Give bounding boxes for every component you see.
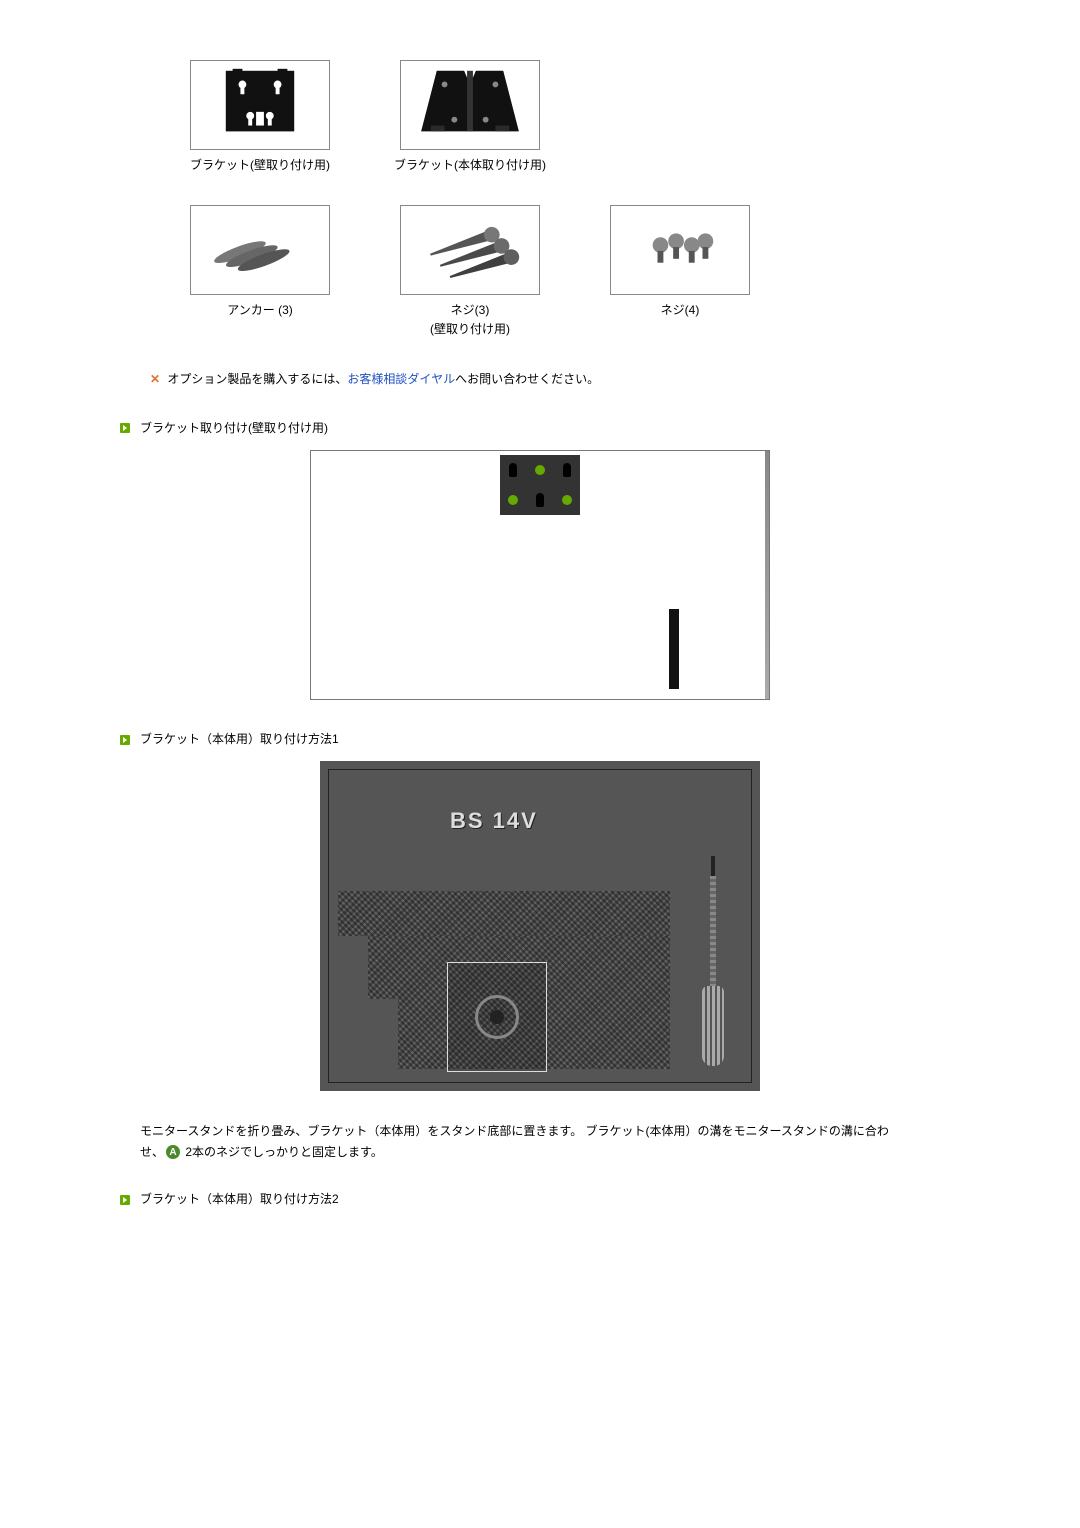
diagram1-wall-bracket [500,455,580,515]
diagram2-wrap: BS 14V [100,761,980,1091]
diagram2: BS 14V [320,761,760,1091]
option-note-link[interactable]: お客様相談ダイヤル [347,372,455,386]
part-screw-wall-caption: ネジ(3) (壁取り付け用) [370,301,570,339]
screw-body-icon [611,206,749,294]
slot-hole-icon [563,463,571,477]
stand-foot-cut [338,999,398,1069]
diagram1 [310,450,770,700]
screw-wall-icon [401,206,539,294]
diagram1-right-edge [765,451,769,699]
diagram1-wrap [100,450,980,700]
bullet-icon [120,1195,130,1205]
highlight-box [447,962,547,1072]
body-bracket-icon [401,61,539,149]
stand-notch [338,936,368,971]
part-screw-body: ネジ(4) [580,205,780,339]
option-note: ✕ オプション製品を購入するには、お客様相談ダイヤルへお問い合わせください。 [150,370,980,389]
section2-head: ブラケット（本体用）取り付け方法1 [120,730,980,749]
part-anchor-caption: アンカー (3) [160,301,360,320]
screwdriver-icon [701,856,725,1066]
section2-body-after: 2本のネジでしっかりと固定します。 [182,1145,383,1159]
anchor-icon [191,206,329,294]
slot-hole-icon [509,463,517,477]
green-dot-icon [562,495,572,505]
slot-hole-icon [536,493,544,507]
x-icon: ✕ [150,372,160,386]
section3-title: ブラケット（本体用）取り付け方法2 [140,1190,339,1209]
parts-grid: ブラケット(壁取り付け用) ブラケット(本体取り付け用) [160,60,980,340]
section2-title: ブラケット（本体用）取り付け方法1 [140,730,339,749]
screw-ring-icon [475,995,519,1039]
section2-body: モニタースタンドを折り畳み、ブラケット（本体用）をスタンド底部に置きます。 ブラ… [140,1121,900,1162]
part-screw-body-image [610,205,750,295]
section3-head: ブラケット（本体用）取り付け方法2 [120,1190,980,1209]
section1-title: ブラケット取り付け(壁取り付け用) [140,419,328,438]
diagram2-logo: BS 14V [450,803,538,838]
part-screw-wall: ネジ(3) (壁取り付け用) [370,205,570,339]
bullet-icon [120,735,130,745]
inline-badge-a: A [166,1145,180,1159]
part-screw-wall-image [400,205,540,295]
option-note-suffix: へお問い合わせください。 [455,372,599,386]
bullet-icon [120,423,130,433]
green-dot-icon [508,495,518,505]
part-wall-bracket-image [190,60,330,150]
part-screw-body-caption: ネジ(4) [580,301,780,320]
part-body-bracket-image [400,60,540,150]
section1-head: ブラケット取り付け(壁取り付け用) [120,419,980,438]
part-body-bracket: ブラケット(本体取り付け用) [370,60,570,175]
option-note-prefix: オプション製品を購入するには、 [167,372,347,386]
diagram1-side-bar [669,609,679,689]
wall-bracket-icon [191,61,329,149]
part-screw-wall-caption-l2: (壁取り付け用) [370,320,570,339]
stand-top [338,891,670,936]
part-screw-wall-caption-l1: ネジ(3) [370,301,570,320]
diagram2-stand [338,891,670,1069]
part-wall-bracket-caption: ブラケット(壁取り付け用) [160,156,360,175]
part-wall-bracket: ブラケット(壁取り付け用) [160,60,360,175]
part-anchor-image [190,205,330,295]
part-anchor: アンカー (3) [160,205,360,339]
part-body-bracket-caption: ブラケット(本体取り付け用) [370,156,570,175]
green-dot-icon [535,465,545,475]
